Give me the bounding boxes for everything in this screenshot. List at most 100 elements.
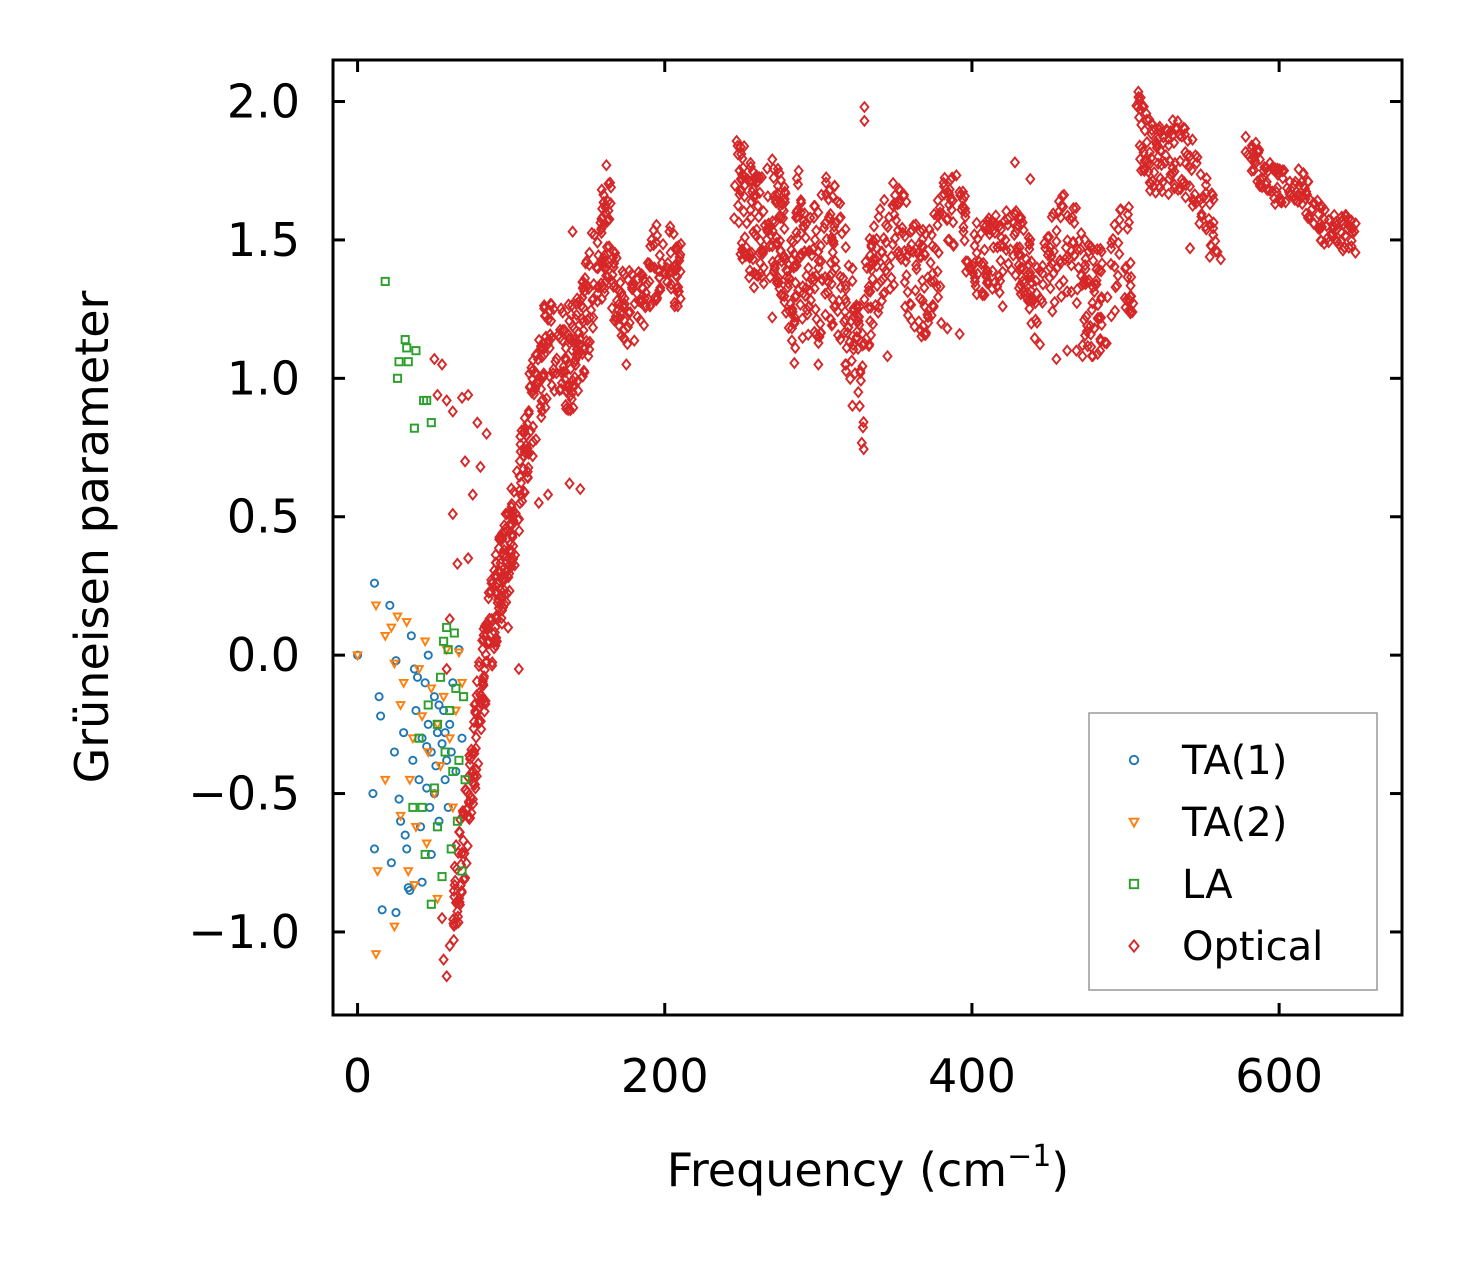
point-optical <box>665 264 677 277</box>
point-optical <box>473 659 485 673</box>
point-optical <box>877 245 888 259</box>
point-optical <box>1085 319 1096 333</box>
x-tick-label: 400 <box>928 1049 1016 1103</box>
point-optical <box>1184 180 1196 193</box>
point-ta2 <box>422 748 434 758</box>
point-optical <box>1089 321 1100 335</box>
point-optical <box>1284 187 1296 201</box>
point-optical <box>852 342 864 356</box>
point-optical <box>865 248 876 262</box>
y-tick-label: 0.0 <box>227 628 300 682</box>
point-optical <box>1001 243 1012 257</box>
point-optical <box>644 275 655 288</box>
legend-label-ta1: TA(1) <box>1181 738 1287 784</box>
point-optical <box>590 261 602 274</box>
point-optical <box>483 591 494 605</box>
point-ta1 <box>440 775 450 785</box>
point-optical <box>565 362 576 376</box>
point-la <box>414 733 424 743</box>
point-ta1 <box>406 631 416 641</box>
point-optical <box>1319 203 1330 217</box>
point-optical <box>545 314 557 328</box>
point-optical <box>1073 234 1085 248</box>
point-optical <box>601 240 613 254</box>
point-optical <box>907 224 918 237</box>
point-optical <box>652 264 664 278</box>
point-optical <box>579 366 590 379</box>
point-optical <box>514 470 525 483</box>
point-optical <box>858 442 869 456</box>
point-ta2 <box>389 659 400 670</box>
point-optical <box>859 114 870 128</box>
point-optical <box>774 282 785 296</box>
point-optical <box>441 969 452 983</box>
point-optical <box>919 327 930 341</box>
point-optical <box>762 225 773 239</box>
point-optical <box>489 569 501 583</box>
point-optical <box>937 207 948 221</box>
point-optical <box>598 195 609 209</box>
point-optical <box>1052 260 1063 274</box>
point-optical <box>1000 233 1011 247</box>
point-optical <box>1030 274 1042 288</box>
point-optical <box>994 286 1005 299</box>
point-optical <box>753 210 764 224</box>
point-optical <box>1186 163 1197 177</box>
point-optical <box>536 404 548 418</box>
point-optical <box>827 293 839 306</box>
point-optical <box>835 281 846 294</box>
point-optical <box>939 171 950 185</box>
point-optical <box>1095 311 1107 324</box>
point-optical <box>1136 141 1148 155</box>
legend-label-optical: Optical <box>1182 924 1323 970</box>
point-optical <box>732 139 743 153</box>
point-optical <box>563 298 574 312</box>
point-optical <box>478 669 490 683</box>
point-la <box>457 866 467 876</box>
point-optical <box>654 264 665 278</box>
point-optical <box>775 244 786 257</box>
point-ta2 <box>379 775 391 786</box>
point-optical <box>810 328 822 342</box>
point-optical <box>577 370 588 383</box>
point-optical <box>575 482 586 496</box>
point-la <box>426 899 436 909</box>
point-optical <box>1246 164 1257 178</box>
point-optical <box>803 261 814 275</box>
point-optical <box>1194 217 1205 230</box>
point-la <box>448 766 458 776</box>
point-optical <box>444 939 455 953</box>
point-optical <box>1167 167 1179 180</box>
point-optical <box>533 496 544 510</box>
point-optical <box>1049 295 1060 309</box>
point-la <box>442 622 452 633</box>
point-optical <box>777 197 788 211</box>
point-optical <box>669 299 680 313</box>
point-ta1 <box>376 711 386 721</box>
point-optical <box>773 275 785 289</box>
point-optical <box>479 663 490 677</box>
point-optical <box>1055 210 1066 224</box>
point-optical <box>555 302 567 315</box>
point-optical <box>851 330 862 344</box>
point-optical <box>638 318 650 332</box>
point-optical <box>444 612 455 626</box>
point-ta1 <box>446 747 456 757</box>
point-optical <box>947 194 959 207</box>
point-ta1 <box>408 755 418 765</box>
point-optical <box>1152 157 1164 171</box>
point-optical <box>641 299 652 312</box>
point-optical <box>813 254 824 268</box>
point-ta1 <box>402 844 412 854</box>
point-optical <box>891 246 903 260</box>
point-optical <box>1204 197 1216 211</box>
point-optical <box>995 222 1007 236</box>
point-la <box>439 636 449 646</box>
point-optical <box>917 274 928 288</box>
point-optical <box>751 268 762 282</box>
point-optical <box>496 617 508 630</box>
point-optical <box>1079 329 1091 342</box>
point-optical <box>655 281 666 295</box>
point-optical <box>536 410 547 424</box>
